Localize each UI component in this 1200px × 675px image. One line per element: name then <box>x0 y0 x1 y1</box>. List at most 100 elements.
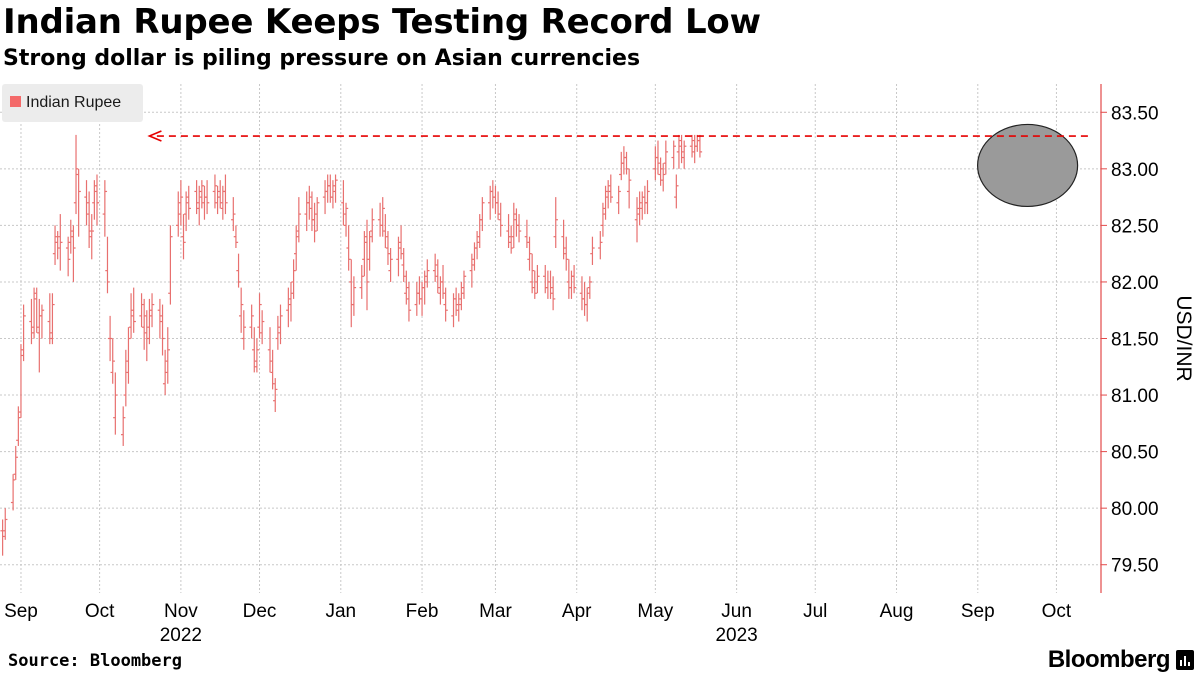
ohlc-bar <box>144 310 149 362</box>
ohlc-bar <box>330 180 336 209</box>
ohlc-bar <box>71 225 76 282</box>
ohlc-bar <box>194 180 199 215</box>
ohlc-bar <box>176 191 181 237</box>
x-tick-label: Sep <box>4 601 38 622</box>
ohlc-bar <box>474 231 480 260</box>
ohlc-bar <box>105 236 110 294</box>
ohlc-bar <box>417 276 422 305</box>
ohlc-bar <box>21 304 26 362</box>
x-tick-label: Dec <box>243 601 277 622</box>
legend-box <box>2 84 143 122</box>
ohlc-bar <box>128 293 134 339</box>
ohlc-bar <box>73 134 79 215</box>
ohlc-bar <box>553 197 558 249</box>
ohlc-bar <box>380 197 385 237</box>
ohlc-bar <box>569 270 574 299</box>
year-label: 2023 <box>715 625 757 646</box>
ohlc-bar <box>545 270 551 299</box>
ohlc-bar <box>681 140 687 169</box>
ohlc-bar <box>566 259 572 299</box>
ohlc-bar <box>532 270 537 299</box>
ohlc-bar <box>92 180 97 220</box>
ohlc-bar <box>50 293 55 345</box>
ohlc-bar <box>13 445 18 480</box>
ohlc-bar <box>102 180 108 237</box>
ohlc-bar <box>139 293 144 328</box>
ohlc-bar <box>527 236 532 271</box>
x-tick-label: Oct <box>85 601 115 622</box>
ohlc-bar <box>3 508 8 540</box>
ohlc-bar <box>495 191 501 220</box>
ohlc-bar <box>571 264 577 294</box>
ohlc-bar <box>674 174 679 209</box>
ohlc-bar <box>516 214 522 243</box>
ohlc-bar <box>695 134 700 152</box>
ohlc-bar <box>621 146 627 175</box>
ohlc-bar <box>443 287 448 322</box>
ohlc-bar <box>498 202 503 237</box>
ohlc-bar <box>367 231 372 271</box>
ohlc-bar <box>113 372 118 435</box>
y-tick-label: 83.00 <box>1111 160 1159 181</box>
ohlc-bar <box>34 287 39 333</box>
ohlc-bar <box>131 287 136 333</box>
ohlc-bar <box>658 157 663 186</box>
ohlc-bar <box>165 327 170 384</box>
ohlc-bar <box>461 270 467 299</box>
ohlc-bar <box>377 202 383 237</box>
ohlc-bar <box>312 202 317 243</box>
ohlc-bar <box>270 349 275 390</box>
ohlc-bar <box>619 151 624 181</box>
x-tick-label: Jan <box>325 601 356 622</box>
ohlc-bar <box>671 140 676 169</box>
ohlc-bar <box>605 180 611 209</box>
ohlc-bar <box>679 134 684 164</box>
ohlc-bar <box>598 231 603 260</box>
ohlc-bar <box>84 180 89 226</box>
ohlc-bar <box>406 281 412 322</box>
ohlc-bar <box>181 214 186 260</box>
ohlc-bar <box>294 225 299 271</box>
ohlc-bar <box>52 225 58 265</box>
ohlc-bar <box>603 185 608 220</box>
ohlc-bar <box>432 253 438 282</box>
ohlc-bar <box>404 270 409 305</box>
ohlc-bar <box>514 208 519 237</box>
ohlc-bar <box>121 406 126 446</box>
y-tick-label: 83.50 <box>1111 103 1159 124</box>
ohlc-bar <box>10 474 16 511</box>
ohlc-bar <box>162 349 168 396</box>
ohlc-bar <box>107 315 113 362</box>
ohlc-bar <box>472 242 477 271</box>
ohlc-bar <box>692 134 697 164</box>
ohlc-bars <box>0 134 703 556</box>
ohlc-bar <box>141 298 147 350</box>
bloomberg-bars-icon <box>1176 650 1194 670</box>
y-tick-label: 81.50 <box>1111 330 1159 351</box>
x-tick-label: Mar <box>479 601 512 622</box>
x-tick-label: Apr <box>562 601 592 622</box>
year-label: 2022 <box>160 625 202 646</box>
ohlc-bar <box>655 140 661 175</box>
ohlc-bar <box>676 134 682 169</box>
ohlc-bar <box>212 174 218 209</box>
gridlines <box>0 84 1101 593</box>
ohlc-bar <box>548 270 553 299</box>
ohlc-bar <box>199 180 205 209</box>
ohlc-bar <box>18 344 24 418</box>
legend-label: Indian Rupee <box>26 94 121 111</box>
x-tick-label: Oct <box>1042 601 1072 622</box>
axes: 79.50 80.00 80.50 81.00 81.50 82.00 82.50 83.00… <box>4 84 1195 646</box>
ohlc-bar <box>110 338 115 384</box>
x-tick-label: Sep <box>961 601 995 622</box>
ohlc-bar <box>550 276 556 311</box>
ohlc-bar <box>582 281 587 316</box>
ohlc-bar <box>697 134 703 158</box>
ohlc-bar <box>511 202 516 249</box>
ohlc-bar <box>661 163 666 192</box>
ohlc-bar <box>204 180 210 215</box>
ohlc-bar <box>564 236 569 271</box>
ohlc-bar <box>508 225 514 254</box>
ohlc-bar <box>585 287 590 322</box>
